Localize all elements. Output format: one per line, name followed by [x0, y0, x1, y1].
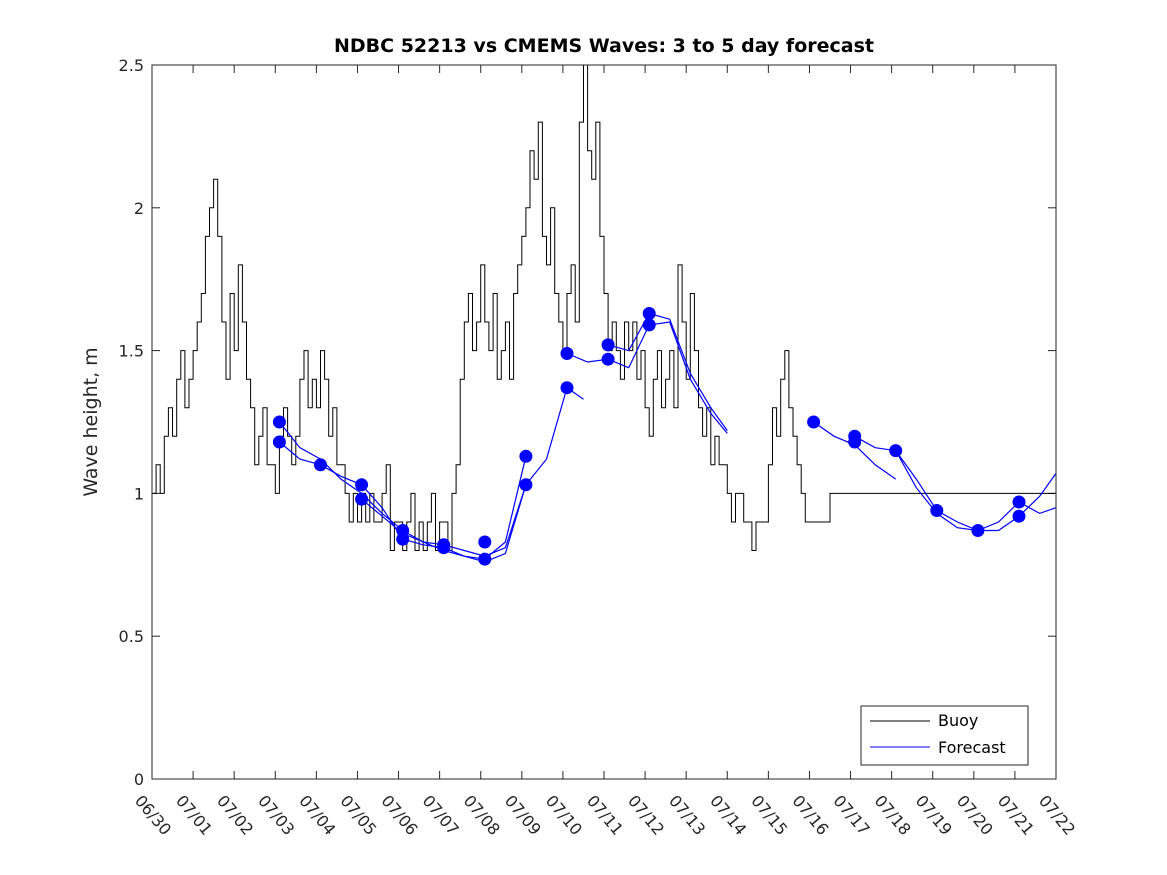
y-tick-label: 1 — [134, 484, 144, 503]
forecast-marker — [272, 435, 286, 449]
forecast-marker — [848, 435, 862, 449]
forecast-marker — [807, 415, 821, 429]
forecast-marker — [355, 478, 369, 492]
forecast-marker — [478, 535, 492, 549]
y-axis-label: Wave height, m — [80, 347, 102, 496]
forecast-marker — [971, 524, 985, 537]
forecast-marker — [601, 352, 615, 366]
forecast-marker — [601, 338, 615, 352]
forecast-marker — [355, 492, 369, 506]
forecast-marker — [1012, 509, 1026, 523]
forecast-marker — [889, 444, 903, 458]
plot-frame — [151, 64, 1057, 780]
series-layer — [152, 64, 1057, 566]
y-tick-label: 2 — [134, 199, 144, 218]
plot-area — [152, 65, 1056, 779]
forecast-marker — [519, 478, 533, 492]
forecast-series-line-7 — [854, 435, 1057, 532]
forecast-marker — [1012, 495, 1026, 509]
y-tick-label: 1.5 — [119, 342, 144, 361]
legend: Buoy Forecast — [860, 705, 1029, 766]
forecast-marker — [314, 458, 327, 472]
forecast-marker — [478, 552, 492, 566]
forecast-marker — [272, 415, 286, 429]
legend-buoy-label: Buoy — [938, 711, 978, 730]
forecast-marker — [560, 347, 574, 360]
y-tick-label: 2.5 — [119, 56, 144, 75]
legend-box — [860, 705, 1029, 766]
forecast-series-line-5 — [607, 312, 728, 431]
forecast-marker — [396, 532, 410, 546]
forecast-marker — [560, 381, 574, 395]
forecast-marker — [642, 318, 656, 332]
forecast-marker — [437, 541, 451, 555]
y-tick-label: 0.5 — [119, 627, 144, 646]
forecast-marker — [642, 307, 656, 320]
chart-title: NDBC 52213 vs CMEMS Waves: 3 to 5 day fo… — [334, 35, 874, 57]
forecast-marker — [930, 504, 944, 517]
forecast-marker — [519, 449, 533, 463]
legend-forecast-label: Forecast — [938, 738, 1006, 757]
y-tick-label: 0 — [134, 770, 144, 789]
